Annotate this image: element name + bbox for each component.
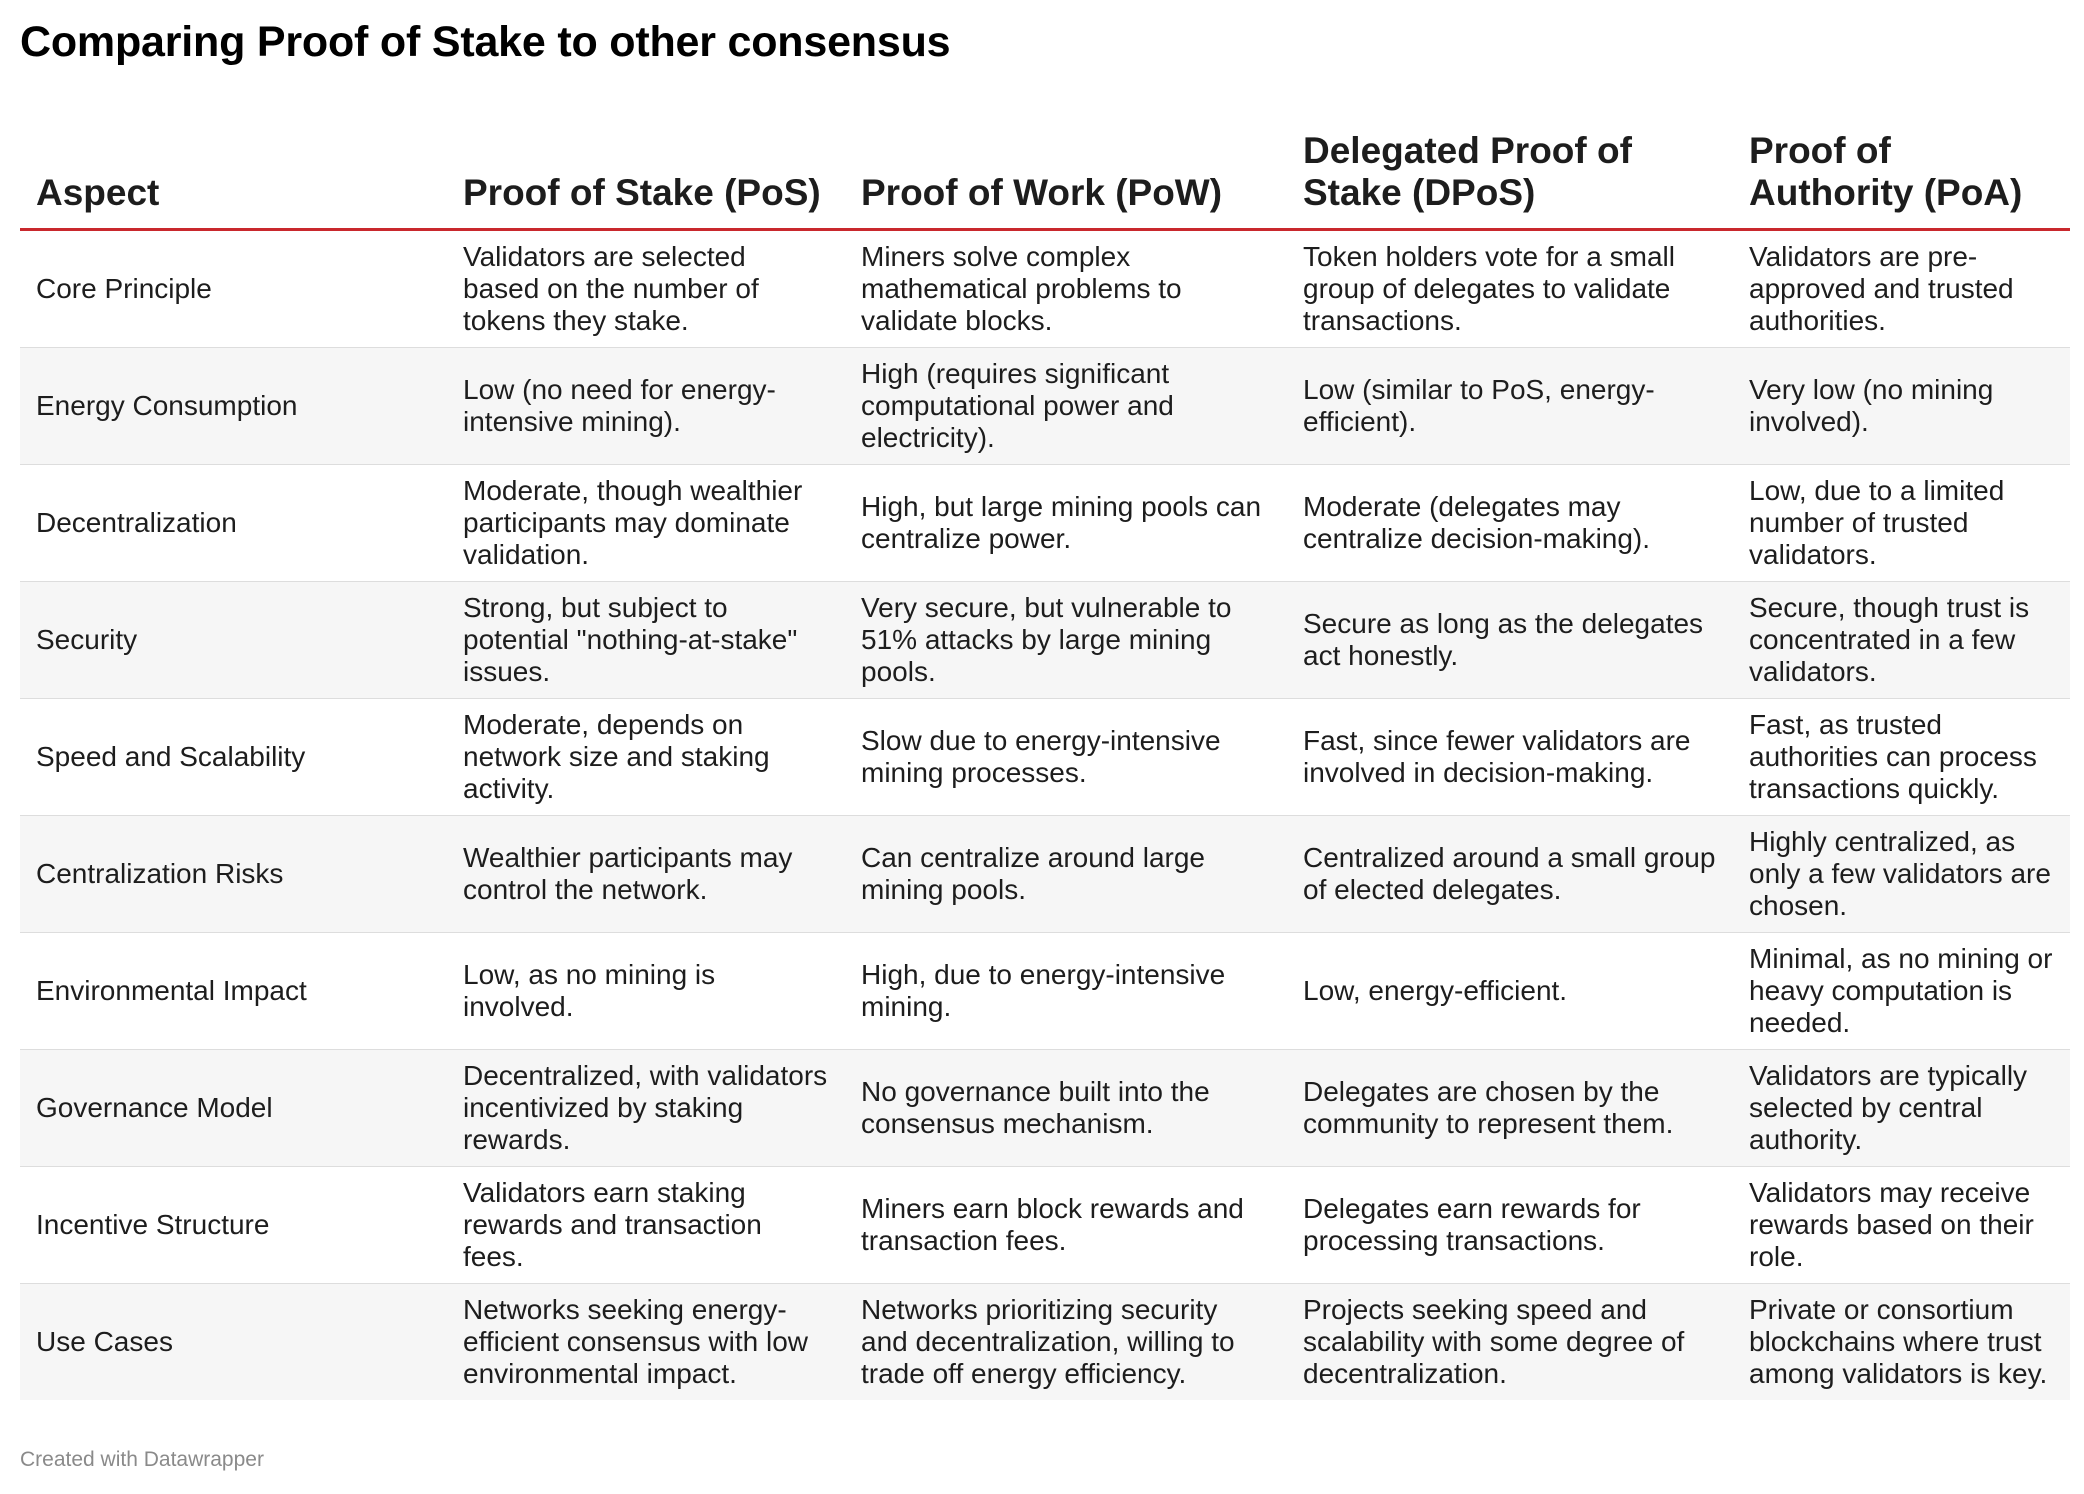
chart-title: Comparing Proof of Stake to other consen… <box>20 18 951 66</box>
table-cell-dpos: Low, energy-efficient. <box>1287 932 1733 1050</box>
table-cell-poa: Validators are typically selected by cen… <box>1733 1049 2070 1167</box>
table-cell-pos: Moderate, though wealthier participants … <box>447 464 845 582</box>
table-cell-aspect: Centralization Risks <box>20 815 447 933</box>
table-cell-pow: High, due to energy-intensive mining. <box>845 932 1287 1050</box>
table-cell-aspect: Energy Consumption <box>20 347 447 465</box>
table-cell-dpos: Projects seeking speed and scalability w… <box>1287 1283 1733 1400</box>
table-cell-dpos: Centralized around a small group of elec… <box>1287 815 1733 933</box>
table-row: Incentive Structure Validators earn stak… <box>20 1166 2070 1284</box>
table-cell-dpos: Low (similar to PoS, energy-efficient). <box>1287 347 1733 465</box>
datawrapper-credit: Created with Datawrapper <box>20 1448 264 1471</box>
table-cell-aspect: Security <box>20 581 447 699</box>
table-row: Speed and Scalability Moderate, depends … <box>20 698 2070 816</box>
table-cell-pow: Miners earn block rewards and transactio… <box>845 1166 1287 1284</box>
table-row: Energy Consumption Low (no need for ener… <box>20 347 2070 465</box>
table-cell-dpos: Delegates are chosen by the community to… <box>1287 1049 1733 1167</box>
table-cell-pos: Low (no need for energy-intensive mining… <box>447 347 845 465</box>
header-cell-poa: Proof of Authority (PoA) <box>1733 118 2070 231</box>
table-cell-aspect: Core Principle <box>20 229 447 348</box>
table-row: Core Principle Validators are selected b… <box>20 229 2070 348</box>
table-cell-pow: Slow due to energy-intensive mining proc… <box>845 698 1287 816</box>
table-cell-poa: Validators may receive rewards based on … <box>1733 1166 2070 1284</box>
table-cell-pos: Low, as no mining is involved. <box>447 932 845 1050</box>
table-cell-aspect: Use Cases <box>20 1283 447 1400</box>
table-cell-pos: Moderate, depends on network size and st… <box>447 698 845 816</box>
table-cell-poa: Minimal, as no mining or heavy computati… <box>1733 932 2070 1050</box>
table-cell-pow: Can centralize around large mining pools… <box>845 815 1287 933</box>
table-cell-pos: Decentralized, with validators incentivi… <box>447 1049 845 1167</box>
table-cell-poa: Secure, though trust is concentrated in … <box>1733 581 2070 699</box>
table-cell-aspect: Decentralization <box>20 464 447 582</box>
comparison-table: Aspect Proof of Stake (PoS) Proof of Wor… <box>20 118 2070 1400</box>
table-row: Security Strong, but subject to potentia… <box>20 581 2070 699</box>
table-cell-dpos: Secure as long as the delegates act hone… <box>1287 581 1733 699</box>
table-cell-dpos: Token holders vote for a small group of … <box>1287 229 1733 348</box>
table-row: Governance Model Decentralized, with val… <box>20 1049 2070 1167</box>
table-cell-pow: High, but large mining pools can central… <box>845 464 1287 582</box>
table-row: Decentralization Moderate, though wealth… <box>20 464 2070 582</box>
header-cell-dpos: Delegated Proof of Stake (DPoS) <box>1287 118 1733 231</box>
table-cell-poa: Highly centralized, as only a few valida… <box>1733 815 2070 933</box>
table-cell-aspect: Incentive Structure <box>20 1166 447 1284</box>
table-body: Core Principle Validators are selected b… <box>20 229 2070 1400</box>
table-cell-poa: Very low (no mining involved). <box>1733 347 2070 465</box>
table-cell-dpos: Fast, since fewer validators are involve… <box>1287 698 1733 816</box>
header-cell-pos: Proof of Stake (PoS) <box>447 118 845 231</box>
header-cell-pow: Proof of Work (PoW) <box>845 118 1287 231</box>
table-cell-aspect: Environmental Impact <box>20 932 447 1050</box>
table-row: Centralization Risks Wealthier participa… <box>20 815 2070 933</box>
table-cell-pow: No governance built into the consensus m… <box>845 1049 1287 1167</box>
header-row: Aspect Proof of Stake (PoS) Proof of Wor… <box>20 118 2070 231</box>
table-cell-pos: Wealthier participants may control the n… <box>447 815 845 933</box>
table-cell-dpos: Moderate (delegates may centralize decis… <box>1287 464 1733 582</box>
table-cell-poa: Private or consortium blockchains where … <box>1733 1283 2070 1400</box>
table-cell-poa: Low, due to a limited number of trusted … <box>1733 464 2070 582</box>
table-cell-dpos: Delegates earn rewards for processing tr… <box>1287 1166 1733 1284</box>
table-row: Use Cases Networks seeking energy-effici… <box>20 1283 2070 1400</box>
table-cell-aspect: Governance Model <box>20 1049 447 1167</box>
table-cell-pos: Validators earn staking rewards and tran… <box>447 1166 845 1284</box>
table-header: Aspect Proof of Stake (PoS) Proof of Wor… <box>20 118 2070 231</box>
table-cell-pos: Strong, but subject to potential "nothin… <box>447 581 845 699</box>
table-cell-aspect: Speed and Scalability <box>20 698 447 816</box>
table-cell-pow: Very secure, but vulnerable to 51% attac… <box>845 581 1287 699</box>
table-cell-poa: Validators are pre-approved and trusted … <box>1733 229 2070 348</box>
comparison-table-container: Aspect Proof of Stake (PoS) Proof of Wor… <box>20 118 2070 1400</box>
table-cell-pow: Miners solve complex mathematical proble… <box>845 229 1287 348</box>
header-cell-aspect: Aspect <box>20 118 447 231</box>
table-cell-pos: Networks seeking energy-efficient consen… <box>447 1283 845 1400</box>
table-cell-poa: Fast, as trusted authorities can process… <box>1733 698 2070 816</box>
table-cell-pos: Validators are selected based on the num… <box>447 229 845 348</box>
table-cell-pow: High (requires significant computational… <box>845 347 1287 465</box>
table-cell-pow: Networks prioritizing security and decen… <box>845 1283 1287 1400</box>
table-row: Environmental Impact Low, as no mining i… <box>20 932 2070 1050</box>
